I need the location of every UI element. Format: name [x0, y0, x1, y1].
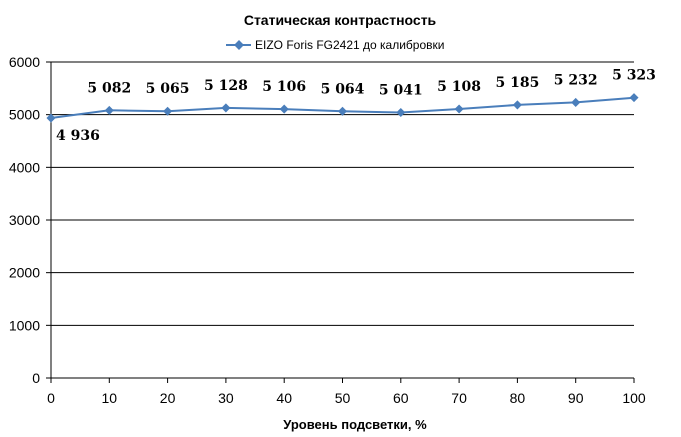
data-label: 5 106 [262, 79, 306, 95]
legend-diamond-icon [234, 40, 244, 50]
legend: EIZO Foris FG2421 до калибровки [226, 38, 444, 52]
y-tick-label: 2000 [9, 265, 40, 281]
data-label: 5 041 [379, 83, 423, 99]
data-label: 5 108 [437, 79, 481, 95]
data-point-marker [512, 100, 522, 110]
x-tick-label: 10 [102, 390, 118, 406]
x-tick-label: 30 [218, 390, 234, 406]
data-label: 5 065 [146, 81, 190, 97]
data-point-marker [46, 113, 56, 123]
x-tick-label: 50 [335, 390, 351, 406]
y-tick-label: 4000 [9, 159, 40, 175]
data-label: 5 323 [612, 68, 656, 84]
x-tick-label: 40 [276, 390, 292, 406]
data-label: 4 936 [56, 128, 100, 144]
data-point-marker [163, 106, 173, 116]
x-tick-label: 70 [451, 390, 467, 406]
data-point-marker [337, 106, 348, 116]
x-tick-label: 20 [160, 390, 176, 406]
data-point-marker [279, 104, 289, 114]
data-labels: 4 936 5 082 5 065 5 128 5 106 5 064 5 041 5 108… [56, 68, 656, 144]
x-tick-label: 90 [568, 390, 584, 406]
data-point-marker [629, 93, 639, 103]
data-label: 5 064 [321, 81, 365, 97]
y-tick-label: 6000 [9, 54, 40, 70]
y-tick-label: 1000 [9, 317, 40, 333]
data-label: 5 082 [87, 80, 131, 96]
data-label: 5 185 [495, 75, 539, 91]
data-point-marker [396, 107, 406, 118]
x-tick-label: 60 [393, 390, 409, 406]
y-tick-label: 5000 [9, 107, 40, 123]
data-point-marker [104, 105, 114, 115]
y-tick-label: 3000 [9, 212, 40, 228]
chart-title: Статическая контрастность [244, 12, 437, 28]
legend-series-label: EIZO Foris FG2421 до калибровки [255, 38, 444, 52]
data-point-marker [454, 104, 464, 114]
series [46, 93, 639, 123]
x-tick-label: 100 [622, 390, 646, 406]
x-axis-title: Уровень подсветки, % [283, 417, 427, 432]
x-tick-label: 0 [47, 390, 55, 406]
gridlines [51, 61, 634, 326]
axes: 0 1000 2000 3000 4000 5000 6000 0 10 20 30 40 50 60 70… [9, 54, 646, 406]
x-tick-label: 80 [510, 390, 526, 406]
data-label: 5 232 [554, 72, 598, 88]
y-tick-label: 0 [32, 370, 40, 386]
data-label: 5 128 [204, 78, 248, 94]
data-point-marker [571, 97, 581, 107]
data-point-marker [221, 103, 231, 113]
